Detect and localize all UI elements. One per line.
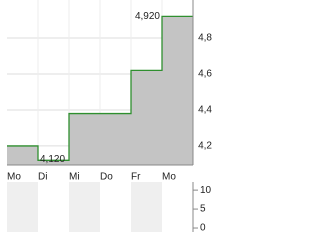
value-label: 4,920 xyxy=(135,11,160,22)
volume-shade xyxy=(131,182,162,232)
area xyxy=(7,16,193,165)
value-label: 4,120 xyxy=(40,154,65,165)
y-tick-label: 10 xyxy=(200,185,212,196)
x-tick-label: Mi xyxy=(69,172,80,183)
y-tick-label: 4,4 xyxy=(198,105,212,116)
y-tick-label: 4,8 xyxy=(198,33,212,44)
x-tick-label: Mo xyxy=(7,172,21,183)
volume-shade xyxy=(69,182,100,232)
x-tick-label: Do xyxy=(100,172,113,183)
x-tick-label: Fr xyxy=(131,172,141,183)
x-tick-label: Di xyxy=(38,172,47,183)
volume-shade xyxy=(7,182,38,232)
y-tick-label: 4,6 xyxy=(198,69,212,80)
y-tick-label: 5 xyxy=(200,204,206,215)
y-tick-label: 0 xyxy=(200,223,206,232)
chart: 4,2 4,4 4,6 4,8 4,120 4,920 Mo Di Mi Do Fr Mo 0 5 10 xyxy=(7,0,212,232)
y-tick-label: 4,2 xyxy=(198,141,212,152)
x-tick-label: Mo xyxy=(162,172,176,183)
line xyxy=(7,15,193,161)
